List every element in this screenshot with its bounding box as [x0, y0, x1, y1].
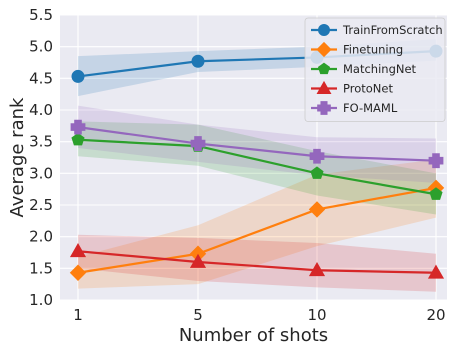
- y-tick-label: 1.0: [29, 291, 53, 309]
- x-tick-label: 20: [426, 306, 445, 324]
- y-axis-ticks: 1.0 1.5 2.0 2.5 3.0 3.5 4.0 4.5 5.0 5.5: [29, 6, 53, 309]
- confidence-band: [78, 234, 436, 292]
- legend-label: ProtoNet: [343, 82, 393, 96]
- legend-box: [304, 17, 446, 122]
- data-point: [190, 136, 206, 151]
- legend-marker: [318, 24, 330, 36]
- legend-label: FO-MAML: [343, 101, 398, 115]
- y-tick-label: 4.0: [29, 101, 53, 119]
- series-lines: [77, 50, 437, 274]
- data-point: [427, 264, 445, 279]
- y-tick-label: 1.5: [29, 259, 53, 277]
- series-line: [77, 126, 437, 162]
- data-point: [308, 201, 326, 218]
- legend-marker: [316, 80, 332, 94]
- series-line: [77, 250, 437, 274]
- y-tick-label: 3.5: [29, 133, 53, 151]
- y-tick-label: 5.0: [29, 38, 53, 56]
- data-point: [70, 119, 86, 135]
- series-line: [77, 186, 437, 274]
- data-point: [71, 69, 85, 83]
- data-point: [429, 187, 443, 200]
- data-point: [71, 132, 85, 146]
- legend-label: MatchingNet: [343, 62, 417, 76]
- x-axis-label: Number of shots: [179, 325, 328, 345]
- x-tick-label: 5: [193, 306, 203, 324]
- x-axis-ticks: 1 5 10 20: [73, 306, 445, 324]
- y-tick-label: 5.5: [29, 6, 53, 24]
- legend-marker: [317, 101, 331, 115]
- x-tick-label: 10: [307, 306, 326, 324]
- data-point: [189, 253, 207, 268]
- data-point: [191, 54, 205, 68]
- series-line: [77, 138, 437, 196]
- y-tick-label: 4.5: [29, 69, 53, 87]
- legend: TrainFromScratch Finetuning MatchingNet Pro…: [304, 17, 446, 122]
- y-tick-label: 2.5: [29, 196, 53, 214]
- legend-marker: [316, 41, 332, 58]
- confidence-band: [78, 159, 436, 289]
- x-tick-label: 1: [73, 306, 83, 324]
- legend-label: Finetuning: [343, 43, 403, 57]
- data-point: [69, 264, 87, 281]
- confidence-band: [78, 105, 436, 183]
- y-axis-label: Average rank: [7, 97, 28, 217]
- data-point: [308, 262, 326, 277]
- legend-marker: [317, 62, 331, 75]
- data-point: [310, 166, 324, 179]
- data-point: [428, 153, 444, 169]
- y-tick-label: 2.0: [29, 228, 53, 246]
- legend-label: TrainFromScratch: [342, 23, 443, 37]
- data-point: [69, 243, 87, 258]
- y-tick-label: 3.0: [29, 164, 53, 182]
- data-point: [309, 148, 325, 164]
